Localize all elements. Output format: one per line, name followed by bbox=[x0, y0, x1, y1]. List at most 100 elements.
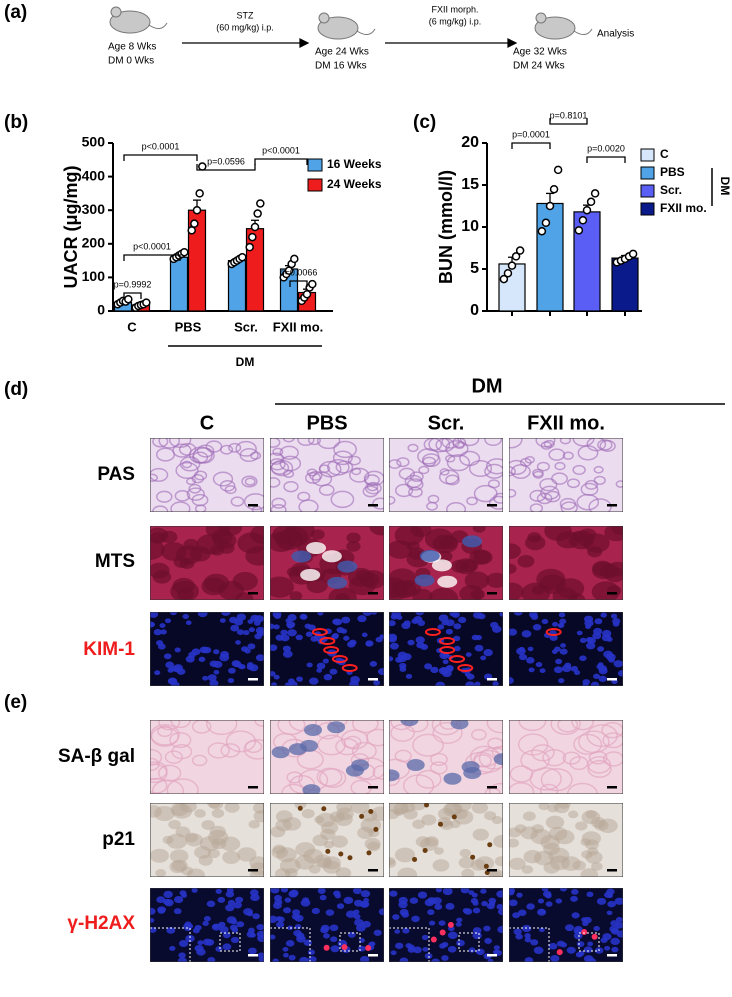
stage-dm: DM 0 Wks bbox=[108, 56, 154, 67]
sa-bgal-stain bbox=[271, 746, 290, 759]
tissue bbox=[288, 954, 296, 961]
tissue bbox=[524, 937, 532, 943]
p-value: p=0.0020 bbox=[587, 143, 625, 153]
data-point bbox=[503, 268, 513, 278]
tissue bbox=[581, 917, 588, 923]
tissue bbox=[552, 621, 559, 627]
tissue bbox=[517, 555, 535, 568]
bracket bbox=[196, 164, 256, 171]
tissue bbox=[494, 856, 503, 867]
mouse-tail bbox=[148, 22, 168, 29]
micrograph bbox=[509, 526, 623, 600]
tissue bbox=[336, 903, 345, 909]
data-point bbox=[541, 218, 551, 228]
y-tick-label: 5 bbox=[470, 260, 479, 277]
p21-nucleus bbox=[438, 821, 444, 827]
tissue bbox=[155, 447, 176, 462]
tissue bbox=[540, 767, 573, 792]
tissue bbox=[244, 740, 263, 754]
tissue bbox=[558, 612, 566, 618]
tissue bbox=[218, 921, 226, 928]
tissue bbox=[310, 529, 325, 540]
tissue bbox=[323, 933, 330, 939]
tissue bbox=[497, 908, 503, 916]
tissue bbox=[456, 939, 465, 947]
tissue bbox=[273, 674, 280, 680]
tissue bbox=[446, 454, 471, 472]
tissue bbox=[270, 459, 294, 477]
tissue bbox=[488, 495, 503, 510]
tissue bbox=[562, 451, 574, 460]
tissue bbox=[215, 946, 223, 952]
tissue bbox=[303, 939, 312, 946]
tissue bbox=[154, 670, 161, 676]
tissue bbox=[282, 645, 291, 652]
tissue bbox=[446, 502, 467, 512]
p21-nucleus bbox=[483, 863, 489, 869]
tissue bbox=[316, 662, 326, 670]
kim1-signal bbox=[341, 664, 358, 672]
tissue bbox=[170, 501, 191, 512]
tissue bbox=[493, 945, 500, 951]
tissue bbox=[343, 635, 350, 641]
tissue bbox=[366, 728, 384, 747]
tissue bbox=[283, 952, 289, 958]
tissue bbox=[488, 782, 503, 794]
tissue bbox=[215, 888, 222, 894]
tissue bbox=[617, 670, 623, 677]
tissue bbox=[593, 673, 600, 680]
scale-bar bbox=[487, 592, 497, 595]
tissue bbox=[243, 493, 264, 511]
tissue bbox=[171, 681, 180, 686]
tissue bbox=[255, 626, 264, 634]
tissue bbox=[250, 526, 264, 544]
tissue bbox=[207, 957, 216, 962]
tissue bbox=[250, 862, 264, 876]
tissue bbox=[531, 744, 555, 762]
tissue bbox=[521, 630, 532, 638]
scale-bar bbox=[248, 592, 258, 595]
tissue bbox=[484, 811, 497, 821]
tissue bbox=[296, 676, 303, 682]
tissue bbox=[459, 584, 484, 600]
mouse-body bbox=[317, 16, 359, 40]
row-label: p21 bbox=[102, 829, 135, 850]
tissue bbox=[178, 952, 186, 959]
bracket bbox=[254, 158, 308, 165]
tissue bbox=[499, 612, 503, 617]
tissue bbox=[248, 927, 255, 933]
tissue bbox=[314, 815, 325, 824]
micrograph bbox=[270, 803, 384, 877]
y-tick-label: 500 bbox=[82, 134, 106, 150]
tissue bbox=[395, 942, 404, 950]
p21-nucleus bbox=[422, 847, 428, 853]
tissue bbox=[323, 673, 333, 681]
scale-bar bbox=[248, 504, 258, 507]
tissue bbox=[525, 657, 535, 664]
tissue bbox=[254, 633, 262, 640]
mouse-tail bbox=[356, 28, 376, 35]
tissue bbox=[445, 902, 455, 910]
scale-bar bbox=[248, 786, 258, 789]
tissue bbox=[610, 526, 623, 535]
tissue bbox=[212, 531, 237, 549]
tissue bbox=[163, 890, 173, 898]
micrograph bbox=[270, 612, 384, 686]
tissue bbox=[230, 624, 240, 632]
tissue bbox=[196, 444, 215, 458]
tissue bbox=[596, 897, 607, 905]
tissue bbox=[418, 465, 430, 475]
tissue bbox=[300, 899, 311, 907]
group-label: DM bbox=[236, 355, 255, 369]
tissue bbox=[299, 956, 309, 962]
tissue bbox=[224, 485, 237, 495]
mouse-ear bbox=[535, 12, 547, 24]
tissue bbox=[332, 450, 353, 466]
tissue bbox=[428, 438, 451, 453]
tissue bbox=[439, 468, 450, 476]
tissue bbox=[392, 914, 400, 920]
tissue bbox=[320, 828, 336, 840]
tissue bbox=[542, 748, 567, 767]
tissue bbox=[225, 891, 235, 898]
